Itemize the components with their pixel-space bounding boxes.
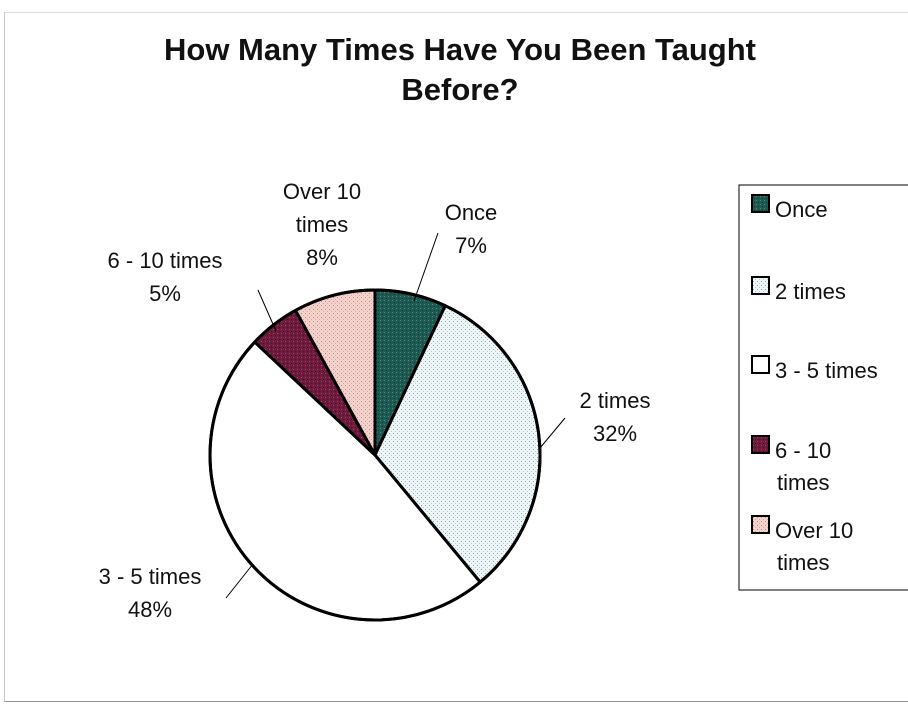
data-label-line: 48% [128,597,172,622]
legend-label-line: Once [775,197,828,222]
legend-label-line: 2 times [775,279,846,304]
chart-frame [4,12,908,702]
legend-swatch-6-10-times [751,435,770,454]
leader-line-6-10-times [257,289,277,332]
data-label-line: Over 10 [283,179,361,204]
legend-label-over-10-times: Over 10 times [775,518,853,575]
chart-title: How Many Times Have You Been Taught Befo… [100,30,820,110]
chart-title-line-1: How Many Times Have You Been Taught [164,32,756,67]
data-label-line: 6 - 10 times [108,248,223,273]
data-label-line: 7% [455,233,487,258]
data-label-line: 5% [149,281,181,306]
data-label-6-10-times: 6 - 10 times 5% [108,248,223,306]
legend-label-line: 3 - 5 times [775,358,878,383]
pie-outline [208,288,542,622]
data-label-2-times: 2 times 32% [580,388,651,446]
legend-label-line: times [777,470,830,495]
legend-label-3-5-times: 3 - 5 times [775,358,878,383]
data-label-line: 3 - 5 times [99,564,202,589]
data-label-3-5-times: 3 - 5 times 48% [99,564,202,622]
leader-line-once [413,232,439,302]
legend-swatch-over-10-times [751,515,770,534]
data-label-line: 8% [306,245,338,270]
legend-label-6-10-times: 6 - 10 times [775,438,831,495]
data-label-line: times [296,212,349,237]
legend-swatch-3-5-times [751,355,770,374]
legend-label-2-times: 2 times [775,279,846,304]
leader-line-2-times [539,417,566,449]
data-label-once: Once 7% [445,200,498,258]
data-label-over-10-times: Over 10 times 8% [283,179,361,270]
legend-swatch-once [751,194,770,213]
legend-swatch-2-times [751,276,770,295]
legend-label-once: Once [775,197,828,222]
legend-label-line: times [777,550,830,575]
leader-line-3-5-times [225,563,254,599]
data-label-line: 32% [593,421,637,446]
data-label-line: Once [445,200,498,225]
chart-title-line-2: Before? [401,72,519,107]
legend-label-line: 6 - 10 [775,438,831,463]
data-label-line: 2 times [580,388,651,413]
legend-label-line: Over 10 [775,518,853,543]
